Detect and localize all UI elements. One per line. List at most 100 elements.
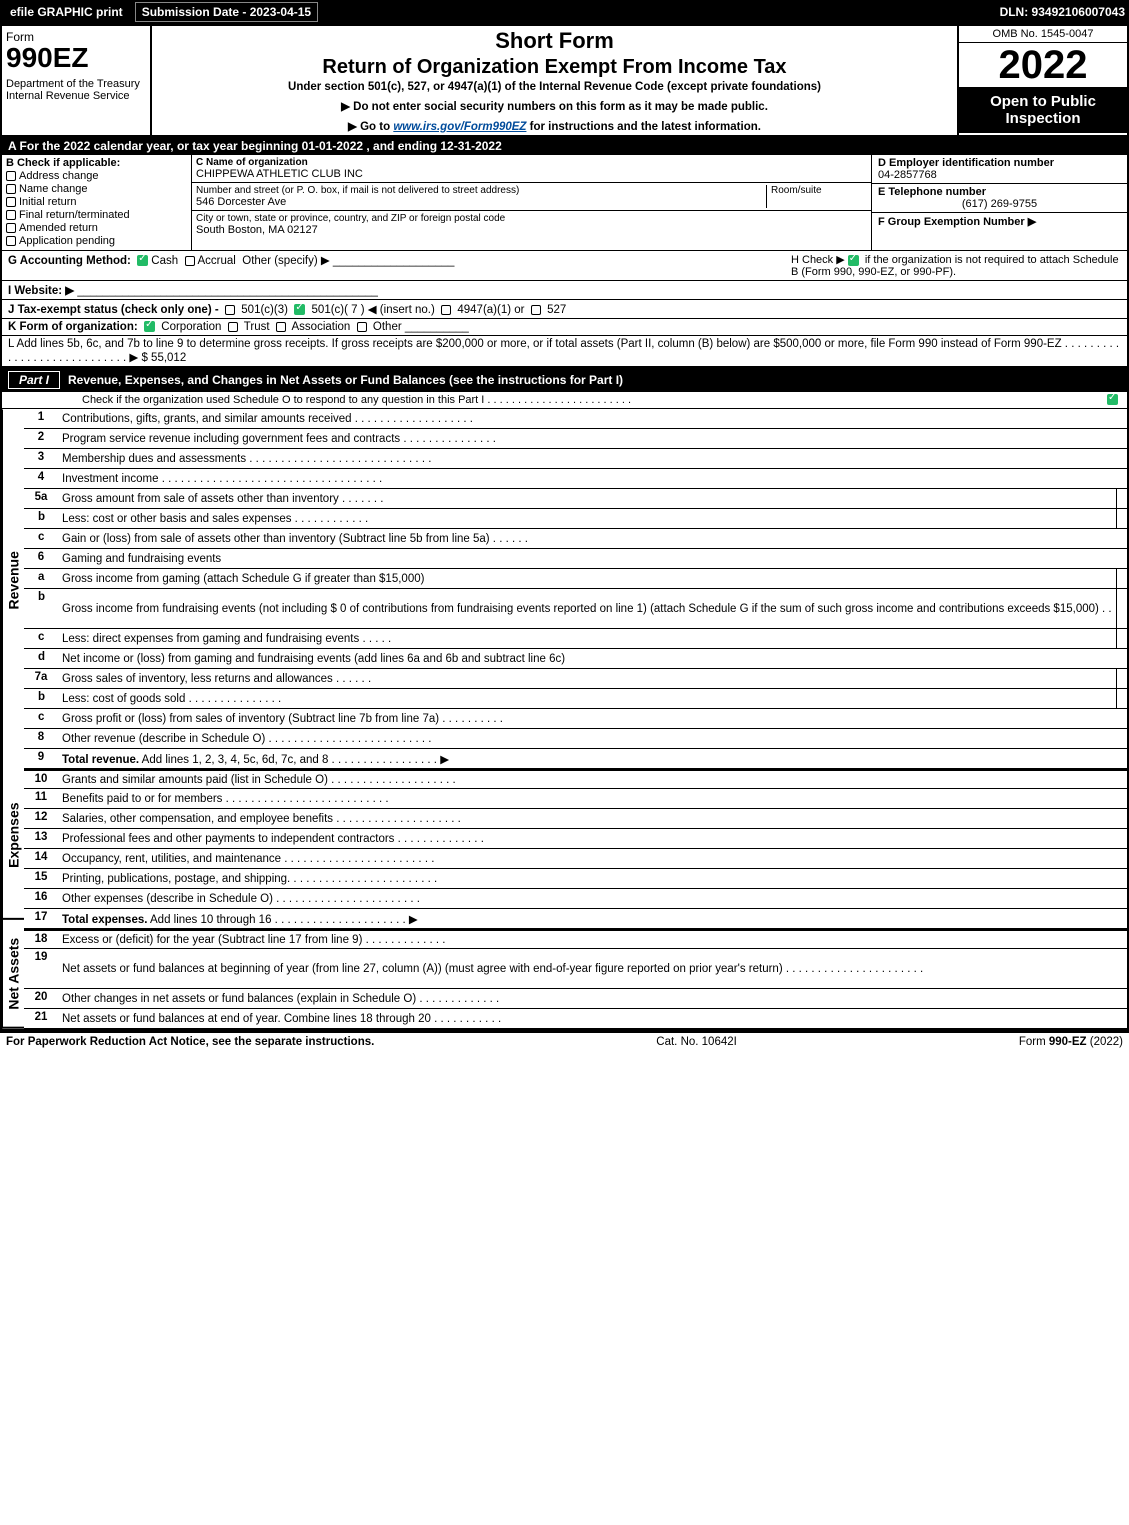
line-desc: Investment income . . . . . . . . . . . … [58, 469, 1129, 488]
line-desc: Other expenses (describe in Schedule O) … [58, 889, 1129, 908]
line-number: a [24, 569, 58, 588]
form-subtitle: Under section 501(c), 527, or 4947(a)(1)… [156, 81, 953, 93]
line-desc: Gaming and fundraising events [58, 549, 1129, 568]
mid-line-number: 7b [1116, 689, 1129, 708]
chk-trust[interactable] [228, 322, 238, 332]
footer-mid: Cat. No. 10642I [656, 1036, 737, 1048]
line-number: 4 [24, 469, 58, 488]
line-desc: Other changes in net assets or fund bala… [58, 989, 1129, 1008]
chk-accrual-icon[interactable] [185, 256, 195, 266]
department: Department of the Treasury Internal Reve… [6, 78, 146, 102]
line-desc: Net assets or fund balances at beginning… [58, 949, 1129, 988]
col-d: D Employer identification number 04-2857… [872, 155, 1127, 250]
line-number: b [24, 689, 58, 708]
line-desc: Less: cost of goods sold . . . . . . . .… [58, 689, 1116, 708]
tel-label: E Telephone number [878, 186, 986, 198]
mid-line-number: 5b [1116, 509, 1129, 528]
line-number: 8 [24, 729, 58, 748]
line-number: d [24, 649, 58, 668]
part-i-sub: Check if the organization used Schedule … [2, 392, 1127, 409]
line-number: c [24, 629, 58, 648]
dln: DLN: 93492106007043 [1000, 5, 1125, 19]
chk-corp [144, 321, 155, 332]
submission-date: Submission Date - 2023-04-15 [135, 2, 318, 22]
vlabel-netassets: Net Assets [2, 920, 24, 1029]
line-desc: Net income or (loss) from gaming and fun… [58, 649, 1129, 668]
col-c: C Name of organization CHIPPEWA ATHLETIC… [192, 155, 872, 250]
line-desc: Gross sales of inventory, less returns a… [58, 669, 1116, 688]
short-form: Short Form [156, 28, 953, 54]
main-table: Revenue Expenses Net Assets 1Contributio… [2, 409, 1127, 1029]
chk-assoc[interactable] [276, 322, 286, 332]
line-g-h: G Accounting Method: Cash Accrual Other … [2, 251, 1127, 281]
chk-final[interactable]: Final return/terminated [6, 209, 187, 221]
line-number: b [24, 509, 58, 528]
grp-label: F Group Exemption Number ▶ [878, 216, 1036, 228]
efile-label[interactable]: efile GRAPHIC print [4, 3, 129, 21]
part-title: Revenue, Expenses, and Changes in Net As… [68, 373, 1121, 387]
line-number: 2 [24, 429, 58, 448]
chk-501c3[interactable] [225, 305, 235, 315]
line-number: 12 [24, 809, 58, 828]
header-right: OMB No. 1545-0047 2022 Open to Public In… [957, 26, 1127, 135]
h-label: H Check ▶ [791, 254, 845, 266]
tax-year: 2022 [959, 43, 1127, 87]
line-number: 7a [24, 669, 58, 688]
chk-527[interactable] [531, 305, 541, 315]
line-number: 18 [24, 931, 58, 948]
line-desc: Contributions, gifts, grants, and simila… [58, 409, 1129, 428]
line-desc: Gross amount from sale of assets other t… [58, 489, 1116, 508]
room-label: Room/suite [771, 185, 867, 196]
line-number: 19 [24, 949, 58, 988]
line-desc: Less: cost or other basis and sales expe… [58, 509, 1116, 528]
mid-line-number: 6a [1116, 569, 1129, 588]
irs-link[interactable]: www.irs.gov/Form990EZ [393, 121, 526, 133]
line-desc: Printing, publications, postage, and shi… [58, 869, 1129, 888]
footer-left: For Paperwork Reduction Act Notice, see … [6, 1036, 374, 1048]
chk-kother[interactable] [357, 322, 367, 332]
line-number: c [24, 529, 58, 548]
j-label: J Tax-exempt status (check only one) - [8, 304, 219, 316]
line-desc: Gross income from gaming (attach Schedul… [58, 569, 1116, 588]
section-bcdef: B Check if applicable: Address change Na… [2, 155, 1127, 251]
line-desc: Excess or (deficit) for the year (Subtra… [58, 931, 1129, 948]
line-number: 9 [24, 749, 58, 768]
line-l: L Add lines 5b, 6c, and 7b to line 9 to … [2, 336, 1127, 368]
org-city: South Boston, MA 02127 [196, 224, 867, 236]
footer-right: Form 990-EZ (2022) [1019, 1036, 1123, 1048]
form-link: ▶ Go to www.irs.gov/Form990EZ for instru… [156, 119, 953, 133]
ein: 04-2857768 [878, 169, 937, 181]
mid-line-number: 6b [1116, 589, 1129, 628]
mid-line-number: 5a [1116, 489, 1129, 508]
omb: OMB No. 1545-0047 [959, 26, 1127, 43]
line-desc: Total expenses. Add lines 10 through 16 … [58, 909, 1129, 928]
line-desc: Occupancy, rent, utilities, and maintena… [58, 849, 1129, 868]
line-number: 14 [24, 849, 58, 868]
chk-4947[interactable] [441, 305, 451, 315]
chk-pending[interactable]: Application pending [6, 235, 187, 247]
line-number: 1 [24, 409, 58, 428]
form-header: Form 990EZ Department of the Treasury In… [2, 26, 1127, 137]
line-desc: Salaries, other compensation, and employ… [58, 809, 1129, 828]
line-number: 17 [24, 909, 58, 928]
line-number: 21 [24, 1009, 58, 1028]
top-bar: efile GRAPHIC print Submission Date - 20… [0, 0, 1129, 24]
line-number: 10 [24, 771, 58, 788]
g-cash: Cash [151, 255, 178, 267]
line-number: 13 [24, 829, 58, 848]
org-address: 546 Dorcester Ave [196, 196, 762, 208]
part-i-header: Part I Revenue, Expenses, and Changes in… [2, 368, 1127, 392]
chk-name[interactable]: Name change [6, 183, 187, 195]
addr-label: Number and street (or P. O. box, if mail… [196, 185, 762, 196]
line-desc: Professional fees and other payments to … [58, 829, 1129, 848]
vlabel-expenses: Expenses [2, 752, 24, 920]
chk-cash-icon [137, 255, 148, 266]
line-desc: Benefits paid to or for members . . . . … [58, 789, 1129, 808]
line-desc: Gain or (loss) from sale of assets other… [58, 529, 1129, 548]
line-k: K Form of organization: Corporation Trus… [2, 319, 1127, 336]
chk-address[interactable]: Address change [6, 170, 187, 182]
line-number: 16 [24, 889, 58, 908]
chk-initial[interactable]: Initial return [6, 196, 187, 208]
chk-amended[interactable]: Amended return [6, 222, 187, 234]
line-desc: Gross profit or (loss) from sales of inv… [58, 709, 1129, 728]
